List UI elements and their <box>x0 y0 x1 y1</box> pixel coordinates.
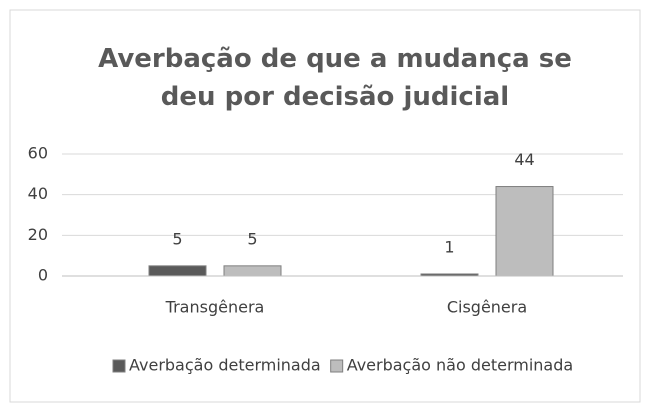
legend-swatch <box>112 359 126 373</box>
data-label: 5 <box>172 229 182 248</box>
data-label: 5 <box>247 229 257 248</box>
y-tick-label: 20 <box>28 225 48 244</box>
x-tick-label: Cisgênera <box>447 298 527 317</box>
bar <box>495 186 554 277</box>
y-tick-label: 40 <box>28 184 48 203</box>
chart-title: Averbação de que a mudança se deu por de… <box>98 44 572 112</box>
x-tick-label: Transgênera <box>165 298 265 317</box>
bar <box>148 265 207 277</box>
data-label: 1 <box>444 237 454 256</box>
chart-border <box>9 9 641 403</box>
legend-swatch <box>330 359 344 373</box>
y-tick-label: 0 <box>38 266 48 285</box>
data-label: 44 <box>514 150 534 169</box>
legend-label: Averbação não determinada <box>347 356 574 375</box>
y-tick-label: 60 <box>28 144 48 163</box>
legend-label: Averbação determinada <box>129 356 321 375</box>
bar <box>223 265 282 277</box>
